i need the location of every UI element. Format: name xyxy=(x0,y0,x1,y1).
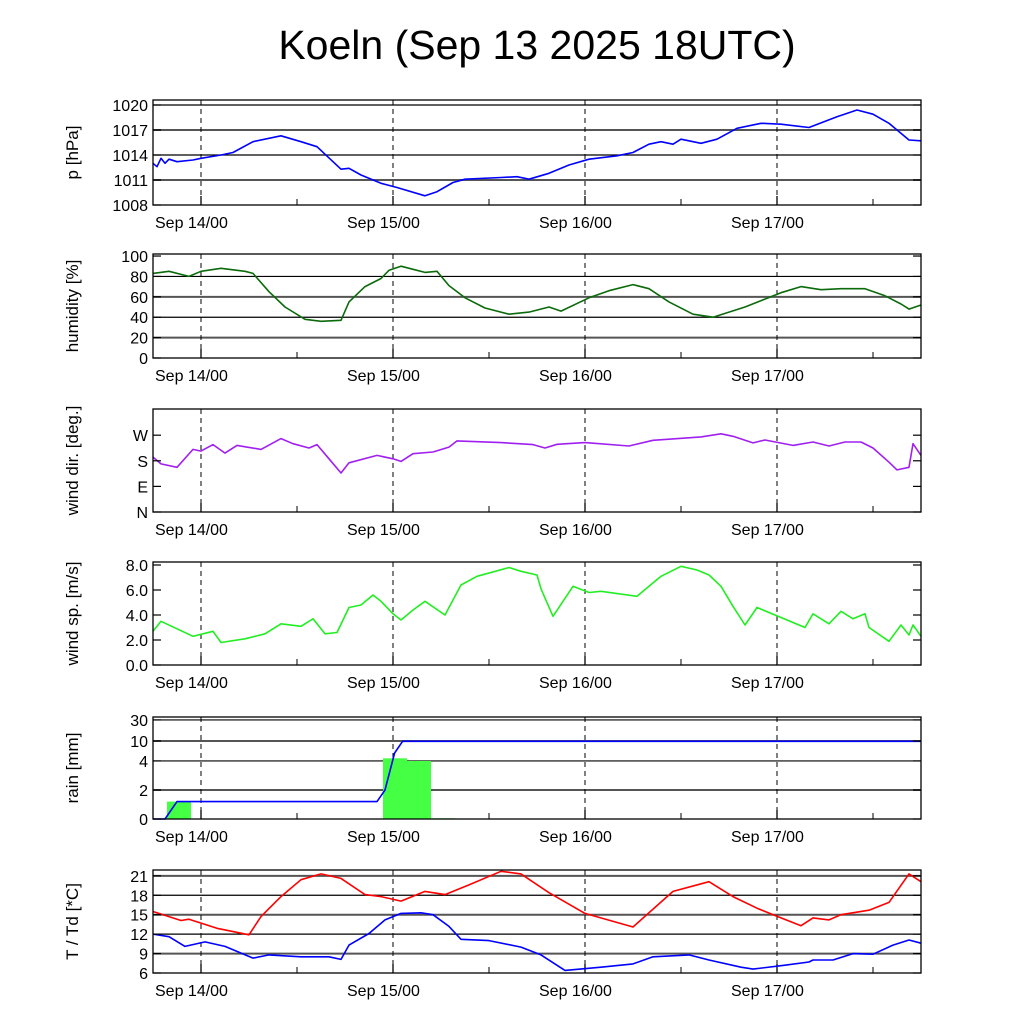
panel-rain: Sep 14/00 Sep 15/00 Sep 16/00 Sep 17/00 0 2 4 1… xyxy=(63,713,922,846)
y-tick-label: S xyxy=(137,454,148,471)
x-tick-label: Sep 17/00 xyxy=(731,522,804,539)
y-tick-label: 1020 xyxy=(112,98,148,115)
series-line-accumulated-precipitation xyxy=(153,740,921,820)
x-tick-label: Sep 14/00 xyxy=(155,675,228,692)
series-line-wind-direction xyxy=(152,433,922,474)
rain-bar xyxy=(383,758,407,819)
rain-bar xyxy=(407,760,431,819)
y-tick-label: 1014 xyxy=(112,148,148,165)
y-tick-label: W xyxy=(133,428,149,445)
x-tick-label: Sep 14/00 xyxy=(155,215,228,232)
y-axis-label: p [hPa] xyxy=(63,126,82,180)
y-tick-label: E xyxy=(137,479,148,496)
plot-frame xyxy=(152,561,922,666)
plot-frame xyxy=(152,869,922,974)
series-line-wind-speed xyxy=(152,565,922,644)
x-tick-label: Sep 14/00 xyxy=(155,368,228,385)
series-line-td xyxy=(152,912,922,972)
x-tick-label: Sep 17/00 xyxy=(731,368,804,385)
plot-frame xyxy=(152,408,922,513)
x-tick-label: Sep 16/00 xyxy=(539,522,612,539)
x-tick-label: Sep 15/00 xyxy=(347,983,420,1000)
panel-humidity: Sep 14/00 Sep 15/00 Sep 16/00 Sep 17/00 0 20 4… xyxy=(63,249,922,385)
x-tick-label: Sep 17/00 xyxy=(731,983,804,1000)
y-tick-label: 0 xyxy=(139,351,148,368)
x-tick-label: Sep 15/00 xyxy=(347,522,420,539)
x-tick-label: Sep 16/00 xyxy=(539,983,612,1000)
x-tick-label: Sep 16/00 xyxy=(539,829,612,846)
panel-temperature: Sep 14/00 Sep 15/00 Sep 16/00 Sep 17/00 6 9 12… xyxy=(63,869,922,1000)
y-tick-label: 30 xyxy=(130,713,148,730)
series-line-t xyxy=(152,870,922,936)
y-axis-label: wind dir. [deg.] xyxy=(63,406,82,517)
y-tick-label: 1017 xyxy=(112,123,148,140)
y-tick-label: 20 xyxy=(130,331,148,348)
y-tick-label: 2 xyxy=(139,783,148,800)
x-tick-label: Sep 15/00 xyxy=(347,675,420,692)
series-line-pressure xyxy=(152,109,922,197)
x-tick-label: Sep 16/00 xyxy=(539,215,612,232)
x-tick-label: Sep 16/00 xyxy=(539,368,612,385)
y-tick-label: 4.0 xyxy=(126,608,148,625)
x-tick-label: Sep 14/00 xyxy=(155,522,228,539)
y-tick-label: 100 xyxy=(121,249,148,266)
y-tick-label: 0 xyxy=(139,812,148,829)
y-tick-label: 15 xyxy=(130,908,148,925)
series-line-humidity xyxy=(152,265,922,323)
y-tick-label: 80 xyxy=(130,269,148,286)
y-axis-label: rain [mm] xyxy=(63,733,82,804)
x-tick-label: Sep 17/00 xyxy=(731,829,804,846)
x-tick-label: Sep 15/00 xyxy=(347,368,420,385)
y-tick-label: 40 xyxy=(130,310,148,327)
plot-frame xyxy=(152,716,922,820)
y-tick-label: 4 xyxy=(139,754,148,771)
y-tick-label: 9 xyxy=(139,947,148,964)
y-axis-label: T / Td [*C] xyxy=(63,883,82,960)
x-tick-label: Sep 15/00 xyxy=(347,215,420,232)
y-tick-label: 2.0 xyxy=(126,633,148,650)
x-tick-label: Sep 15/00 xyxy=(347,829,420,846)
chart-title: Koeln (Sep 13 2025 18UTC) xyxy=(278,22,796,68)
y-tick-label: 21 xyxy=(130,869,148,886)
x-tick-label: Sep 17/00 xyxy=(731,675,804,692)
y-axis-label: humidity [%] xyxy=(63,260,82,353)
y-tick-label: 1008 xyxy=(112,198,148,215)
y-tick-label: 10 xyxy=(130,734,148,751)
x-tick-label: Sep 16/00 xyxy=(539,675,612,692)
y-tick-label: 60 xyxy=(130,290,148,307)
y-tick-label: 18 xyxy=(130,888,148,905)
y-tick-label: 0.0 xyxy=(126,658,148,675)
x-tick-label: Sep 14/00 xyxy=(155,829,228,846)
panel-pressure: Sep 14/00 Sep 15/00 Sep 16/00 Sep 17/00 1008… xyxy=(63,98,922,232)
plot-frame xyxy=(152,99,922,206)
x-tick-label: Sep 14/00 xyxy=(155,983,228,1000)
y-axis-label: wind sp. [m/s] xyxy=(63,562,82,667)
panel-wind_direction: Sep 14/00 Sep 15/00 Sep 16/00 Sep 17/00 NESW… xyxy=(63,406,922,539)
rain-bar xyxy=(167,801,191,819)
y-tick-label: 1011 xyxy=(114,173,149,190)
y-tick-label: 8.0 xyxy=(126,558,148,575)
y-tick-label: 6 xyxy=(139,966,148,983)
plot-frame xyxy=(152,253,922,359)
x-tick-label: Sep 17/00 xyxy=(731,215,804,232)
y-tick-label: 12 xyxy=(130,927,148,944)
panel-wind_speed: Sep 14/00 Sep 15/00 Sep 16/00 Sep 17/00 0.0 2… xyxy=(63,558,922,692)
y-tick-label: 6.0 xyxy=(126,583,148,600)
y-tick-label: N xyxy=(136,505,148,522)
